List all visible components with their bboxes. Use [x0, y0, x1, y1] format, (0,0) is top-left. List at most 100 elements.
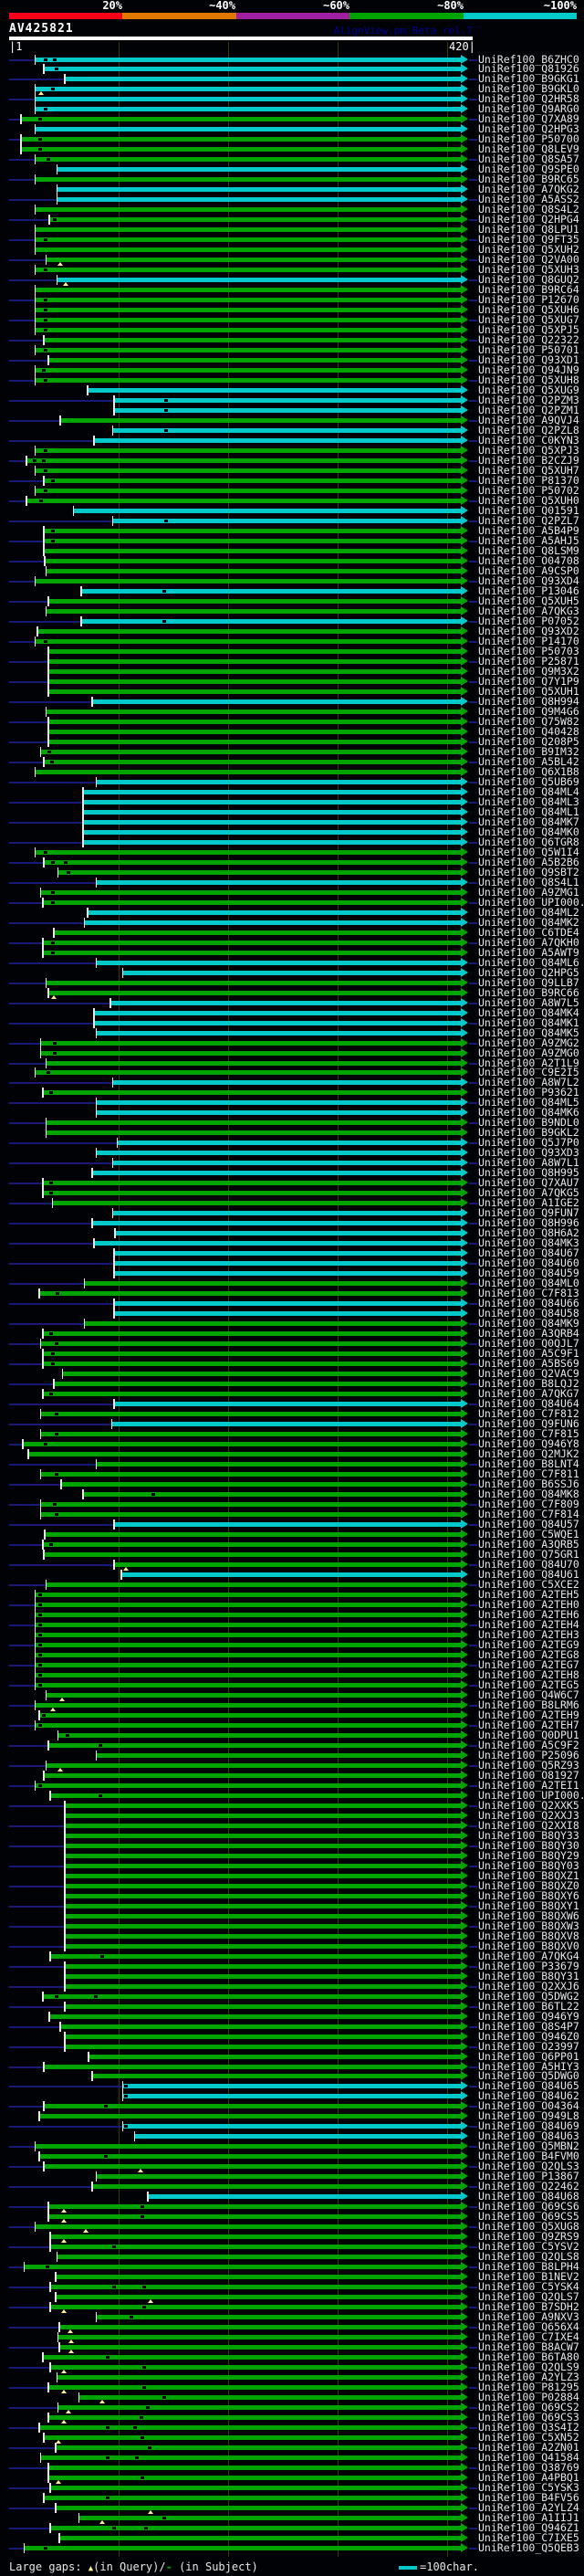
alignment-row[interactable]: UniRef100_A2TEH9 [0, 1709, 584, 1720]
hit-accession-label[interactable]: UniRef100_Q84U61 [478, 1567, 579, 1581]
alignment-bar[interactable] [44, 2104, 461, 2109]
alignment-bar[interactable] [65, 1803, 461, 1808]
alignment-bar[interactable] [65, 1963, 461, 1969]
alignment-row[interactable]: UniRef100_Q2QLS7 [0, 2292, 584, 2304]
alignment-row[interactable]: UniRef100_B2CZJ9 [0, 455, 584, 467]
alignment-bar[interactable] [36, 87, 461, 92]
alignment-row[interactable]: UniRef100_Q6X1B8 [0, 766, 584, 777]
alignment-row[interactable]: UniRef100_A7QKG7 [0, 1388, 584, 1400]
alignment-row[interactable]: UniRef100_A5BL42 [0, 756, 584, 767]
alignment-bar[interactable] [36, 237, 461, 243]
hit-accession-label[interactable]: UniRef100_Q946Z1 [478, 2521, 579, 2535]
alignment-bar[interactable] [41, 1341, 461, 1347]
alignment-row[interactable]: UniRef100_A2TEG8 [0, 1649, 584, 1660]
alignment-bar[interactable] [59, 2325, 461, 2330]
alignment-row[interactable]: UniRef100_B8LQJ2 [0, 1378, 584, 1390]
hit-accession-label[interactable]: UniRef100_B8QXY1 [478, 1898, 579, 1912]
alignment-row[interactable]: UniRef100_A7QKG2 [0, 184, 584, 195]
hit-accession-label[interactable]: UniRef100_B8QXW3 [478, 1919, 579, 1932]
hit-accession-label[interactable]: UniRef100_Q84U59 [478, 1267, 579, 1280]
alignment-bar[interactable] [49, 2013, 461, 2019]
hit-accession-label[interactable]: UniRef100_Q8S4P7 [478, 2019, 579, 2033]
alignment-bar[interactable] [39, 1291, 461, 1297]
alignment-row[interactable]: UniRef100_A3QRB5 [0, 1539, 584, 1551]
alignment-row[interactable]: UniRef100_O81927 [0, 1770, 584, 1781]
hit-accession-label[interactable]: UniRef100_C5YSV2 [478, 2240, 579, 2254]
alignment-row[interactable]: UniRef100_Q2XXK5 [0, 1800, 584, 1811]
alignment-row[interactable]: UniRef100_C7F814 [0, 1509, 584, 1520]
alignment-row[interactable]: UniRef100_Q5XUG9 [0, 384, 584, 396]
alignment-row[interactable]: UniRef100_Q84ML4 [0, 786, 584, 797]
alignment-row[interactable]: UniRef100_Q2HPG4 [0, 215, 584, 226]
alignment-row[interactable]: UniRef100_A3QRB4 [0, 1328, 584, 1340]
alignment-bar[interactable] [50, 2285, 461, 2290]
hit-accession-label[interactable]: UniRef100_B9GKL2 [478, 1126, 579, 1140]
alignment-bar[interactable] [39, 2114, 461, 2119]
hit-accession-label[interactable]: UniRef100_Q5UB69 [478, 774, 579, 788]
hit-accession-label[interactable]: UniRef100_B9RC64 [478, 283, 579, 297]
alignment-row[interactable]: UniRef100_A1IIJ1 [0, 2512, 584, 2525]
hit-accession-label[interactable]: UniRef100_Q75W82 [478, 714, 579, 728]
alignment-bar[interactable] [36, 368, 461, 373]
alignment-bar[interactable] [85, 1281, 461, 1287]
hit-accession-label[interactable]: UniRef100_P50702 [478, 484, 579, 498]
hit-accession-label[interactable]: UniRef100_Q0DPU1 [478, 1728, 579, 1741]
hit-accession-label[interactable]: UniRef100_Q208P5 [478, 734, 579, 748]
alignment-row[interactable]: UniRef100_Q40428 [0, 726, 584, 737]
alignment-row[interactable]: UniRef100_B9NDL0 [0, 1118, 584, 1129]
alignment-bar[interactable] [36, 328, 461, 333]
alignment-row[interactable]: UniRef100_Q5XUH5 [0, 595, 584, 606]
hit-accession-label[interactable]: UniRef100_B8QXZ0 [478, 1878, 579, 1892]
hit-accession-label[interactable]: UniRef100_Q2HPG5 [478, 965, 579, 979]
alignment-bar[interactable] [58, 2335, 461, 2340]
alignment-bar[interactable] [36, 127, 461, 132]
alignment-row[interactable]: UniRef100_B8QY30 [0, 1840, 584, 1851]
alignment-bar[interactable] [65, 2034, 461, 2039]
alignment-bar[interactable] [47, 1130, 461, 1136]
alignment-row[interactable]: UniRef100_Q8LPU1 [0, 225, 584, 236]
hit-accession-label[interactable]: UniRef100_Q946Z0 [478, 2029, 579, 2043]
alignment-row[interactable]: UniRef100_B8QXW6 [0, 1910, 584, 1921]
hit-accession-label[interactable]: UniRef100_Q4W6C7 [478, 1688, 579, 1701]
hit-accession-label[interactable]: UniRef100_O04364 [478, 2099, 579, 2113]
alignment-row[interactable]: UniRef100_Q84U63 [0, 2131, 584, 2142]
alignment-bar[interactable] [114, 1311, 461, 1317]
alignment-row[interactable]: UniRef100_Q2HPG5 [0, 965, 584, 979]
alignment-bar[interactable] [47, 1582, 461, 1587]
alignment-bar[interactable] [54, 1382, 461, 1387]
alignment-bar[interactable] [36, 97, 461, 102]
alignment-bar[interactable] [94, 1010, 461, 1015]
alignment-row[interactable]: UniRef100_A7QKG3 [0, 605, 584, 616]
alignment-bar[interactable] [47, 568, 461, 573]
alignment-bar[interactable] [135, 2134, 461, 2140]
alignment-bar[interactable] [43, 940, 461, 945]
alignment-row[interactable]: UniRef100_C6TDE4 [0, 927, 584, 938]
alignment-bar[interactable] [56, 2295, 461, 2300]
alignment-bar[interactable] [48, 739, 461, 744]
alignment-row[interactable]: UniRef100_A2TEG5 [0, 1679, 584, 1690]
alignment-row[interactable]: UniRef100_A1IGE2 [0, 1198, 584, 1209]
alignment-row[interactable]: UniRef100_A5B2B6 [0, 857, 584, 867]
alignment-bar[interactable] [36, 1672, 461, 1677]
alignment-bar[interactable] [36, 1612, 461, 1617]
hit-accession-label[interactable]: UniRef100_Q84U64 [478, 1397, 579, 1411]
alignment-bar[interactable] [92, 2184, 461, 2190]
alignment-bar[interactable] [36, 1782, 461, 1788]
alignment-row[interactable]: UniRef100_A5C9F2 [0, 1740, 584, 1751]
alignment-bar[interactable] [44, 338, 461, 343]
hit-accession-label[interactable]: UniRef100_Q84ML3 [478, 794, 579, 808]
alignment-row[interactable]: UniRef100_B4FV56 [0, 2492, 584, 2504]
hit-accession-label[interactable]: UniRef100_Q2HPG3 [478, 122, 579, 136]
alignment-bar[interactable] [44, 67, 461, 72]
alignment-row[interactable]: UniRef100_P50701 [0, 344, 584, 356]
alignment-row[interactable]: UniRef100_A9ZMG1 [0, 887, 584, 898]
alignment-row[interactable]: UniRef100_A7QKG5 [0, 1188, 584, 1199]
alignment-row[interactable]: UniRef100_Q84U67 [0, 1248, 584, 1259]
alignment-bar[interactable] [45, 559, 461, 563]
hit-accession-label[interactable]: UniRef100_O23997 [478, 2039, 579, 2053]
alignment-bar[interactable] [48, 2466, 461, 2471]
alignment-row[interactable]: UniRef100_Q7XA89 [0, 114, 584, 125]
alignment-row[interactable]: UniRef100_A9QVJ4 [0, 415, 584, 426]
hit-accession-label[interactable]: UniRef100_Q38769 [478, 2461, 579, 2475]
alignment-row[interactable]: UniRef100_A5AWT9 [0, 947, 584, 958]
